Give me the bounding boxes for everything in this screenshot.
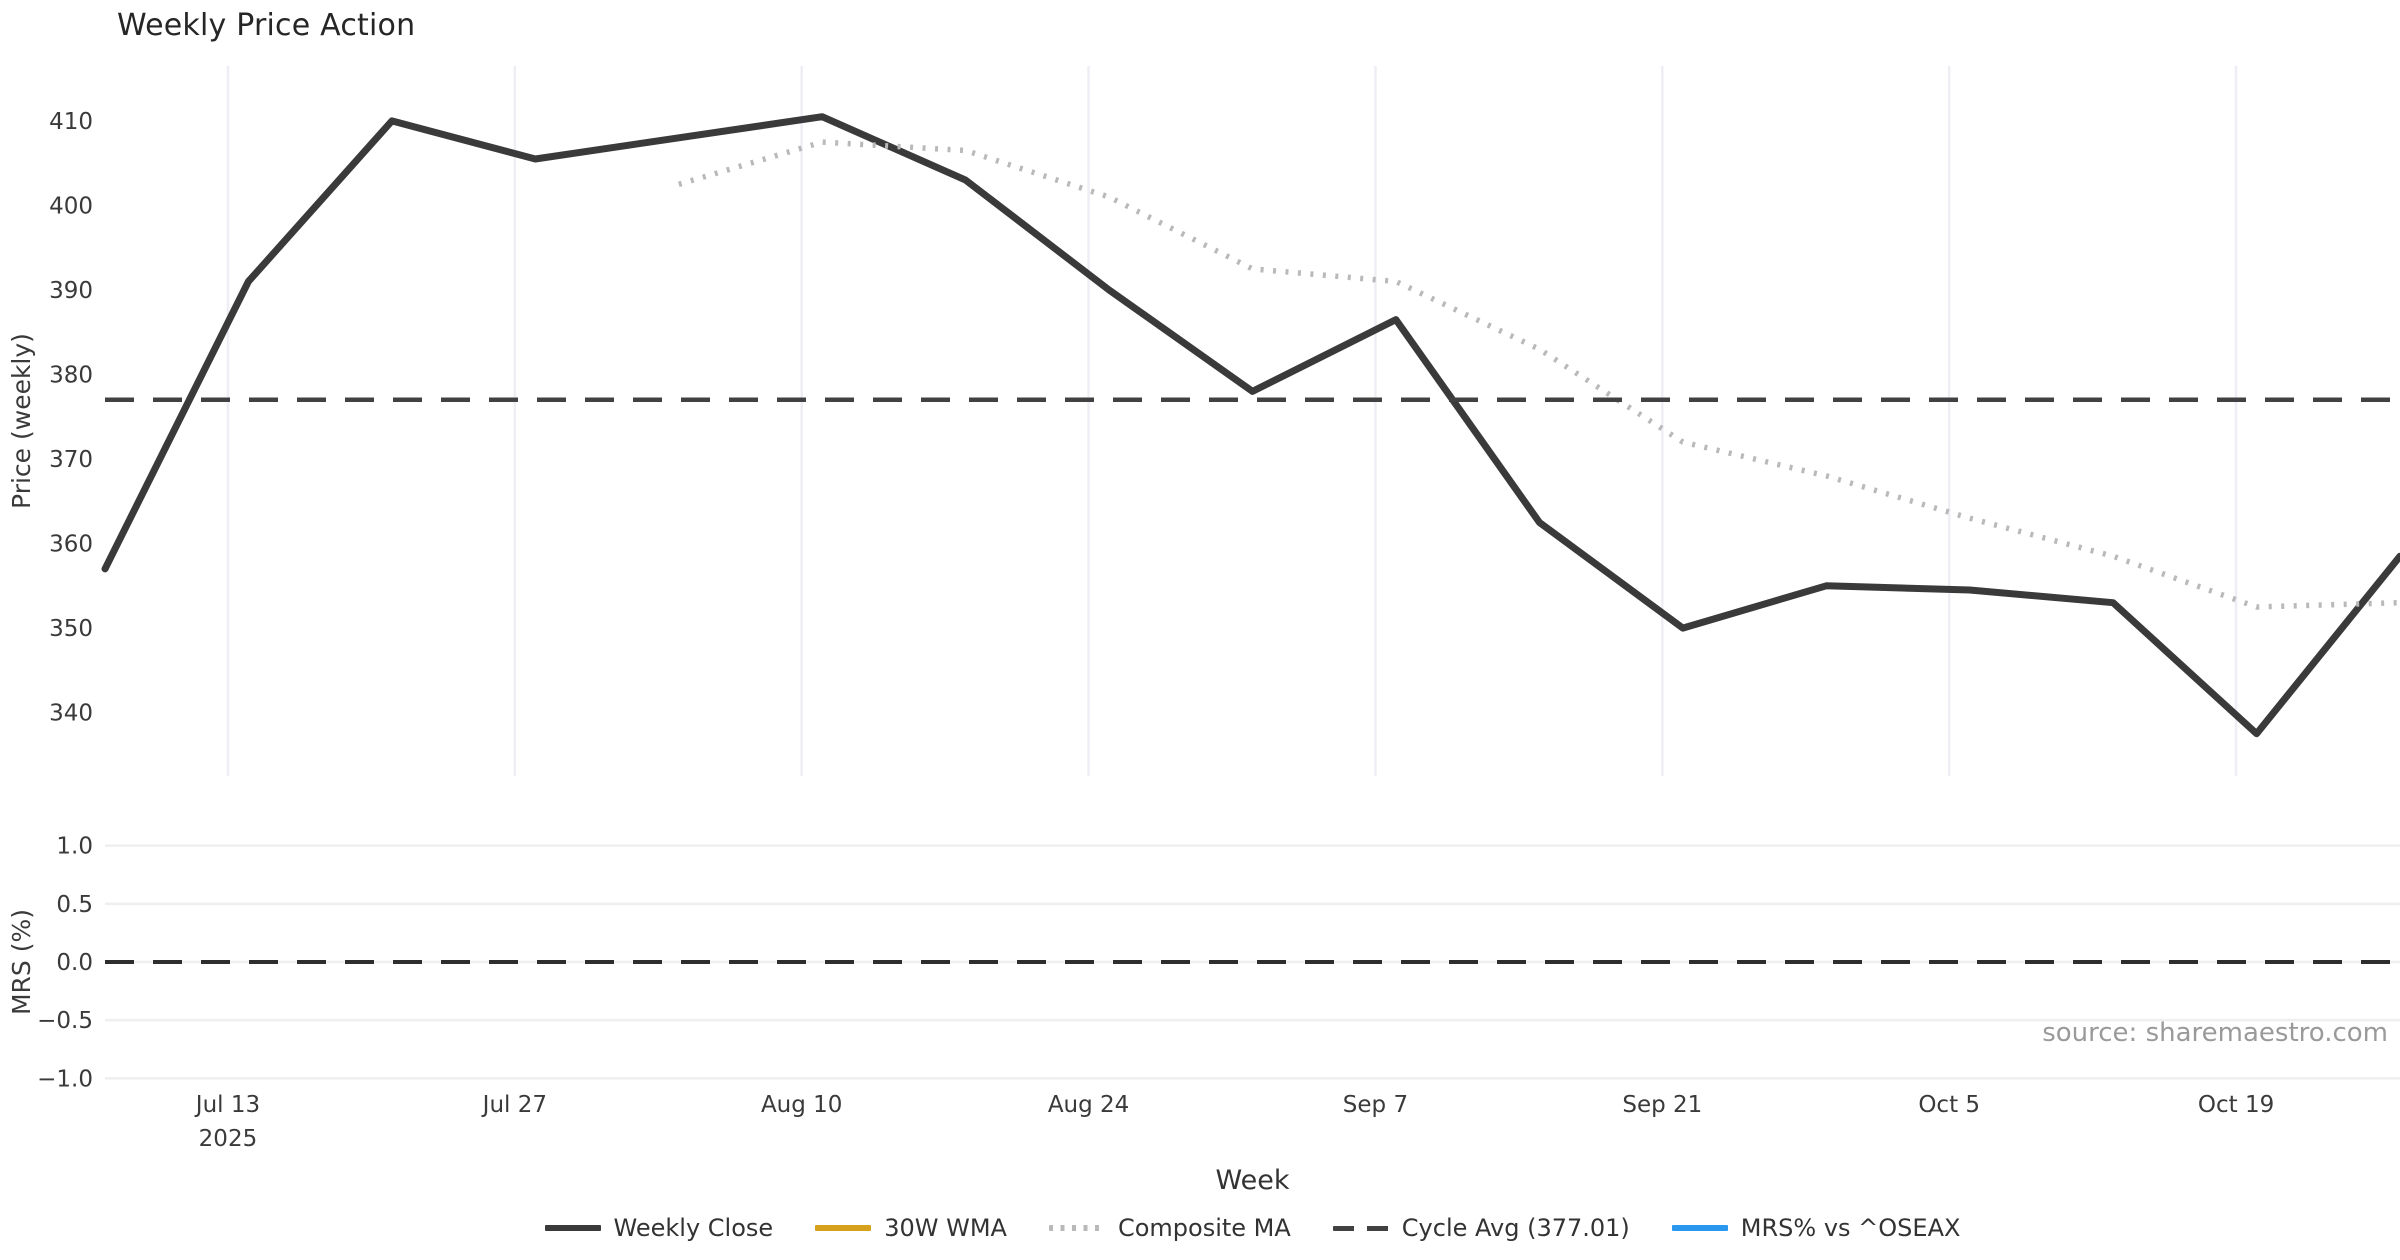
- source-credit: source: sharemaestro.com: [2042, 1018, 2388, 1048]
- mrs-tick-label: 1.0: [56, 834, 93, 860]
- legend-swatch: [1048, 1225, 1105, 1231]
- price-tick-label: 340: [49, 701, 93, 727]
- price-tick-label: 350: [49, 616, 93, 642]
- legend-swatch: [544, 1225, 601, 1231]
- mrs-tick-label: 0.5: [56, 892, 93, 918]
- x-tick-label: Oct 19: [2198, 1092, 2274, 1118]
- legend-swatch: [1332, 1225, 1389, 1231]
- legend: Weekly Close 30W WMA Composite MA Cycle Avg…: [105, 1203, 2400, 1253]
- legend-item-mrs-vs-oseax: MRS% vs ^OSEAX: [1671, 1214, 1961, 1242]
- mrs-tick-label: −0.5: [37, 1008, 93, 1034]
- series-weekly-close: [101, 113, 2400, 738]
- page-title: Weekly Price Action: [117, 8, 416, 43]
- legend-swatch: [815, 1225, 872, 1231]
- legend-label: Cycle Avg (377.01): [1401, 1214, 1630, 1242]
- mrs-axis-label: MRS (%): [7, 909, 36, 1015]
- price-tick-label: 370: [49, 447, 93, 473]
- legend-item-30w-wma: 30W WMA: [815, 1214, 1007, 1242]
- legend-item-weekly-close: Weekly Close: [544, 1214, 774, 1242]
- legend-label: Composite MA: [1117, 1214, 1291, 1242]
- x-tick-year-label: 2025: [199, 1126, 258, 1152]
- mrs-tick-label: −1.0: [37, 1066, 93, 1092]
- price-tick-label: 360: [49, 532, 93, 558]
- x-tick-label: Sep 7: [1343, 1092, 1408, 1118]
- x-tick-label: Sep 21: [1622, 1092, 1702, 1118]
- legend-swatch: [1671, 1225, 1728, 1231]
- grid-layer: [105, 66, 2400, 1080]
- x-tick-label: Oct 5: [1918, 1092, 1980, 1118]
- legend-item-composite-ma: Composite MA: [1048, 1214, 1291, 1242]
- price-tick-label: 410: [49, 109, 93, 135]
- mrs-tick-label: 0.0: [56, 950, 93, 976]
- legend-label: 30W WMA: [884, 1214, 1007, 1242]
- price-tick-label: 400: [49, 193, 93, 219]
- legend-label: MRS% vs ^OSEAX: [1740, 1214, 1961, 1242]
- price-tick-label: 380: [49, 363, 93, 389]
- legend-item-cycle-avg-377-01: Cycle Avg (377.01): [1332, 1214, 1630, 1242]
- x-axis-title: Week: [1215, 1165, 1290, 1196]
- tick-layer: 410 400 390 380 370 360 350 340 1.0 0.5 0.0 −0.5 −1.…: [37, 109, 2274, 1152]
- price-axis-label: Price (weekly): [7, 333, 36, 509]
- x-tick-label: Aug 24: [1048, 1092, 1130, 1118]
- x-tick-label: Aug 10: [761, 1092, 843, 1118]
- legend-label: Weekly Close: [613, 1214, 774, 1242]
- x-tick-label: Jul 27: [481, 1092, 547, 1118]
- series-composite-ma: [678, 139, 2400, 610]
- x-tick-label: Jul 13: [194, 1092, 260, 1118]
- price-tick-label: 390: [49, 278, 93, 304]
- series-layer: [101, 113, 2400, 964]
